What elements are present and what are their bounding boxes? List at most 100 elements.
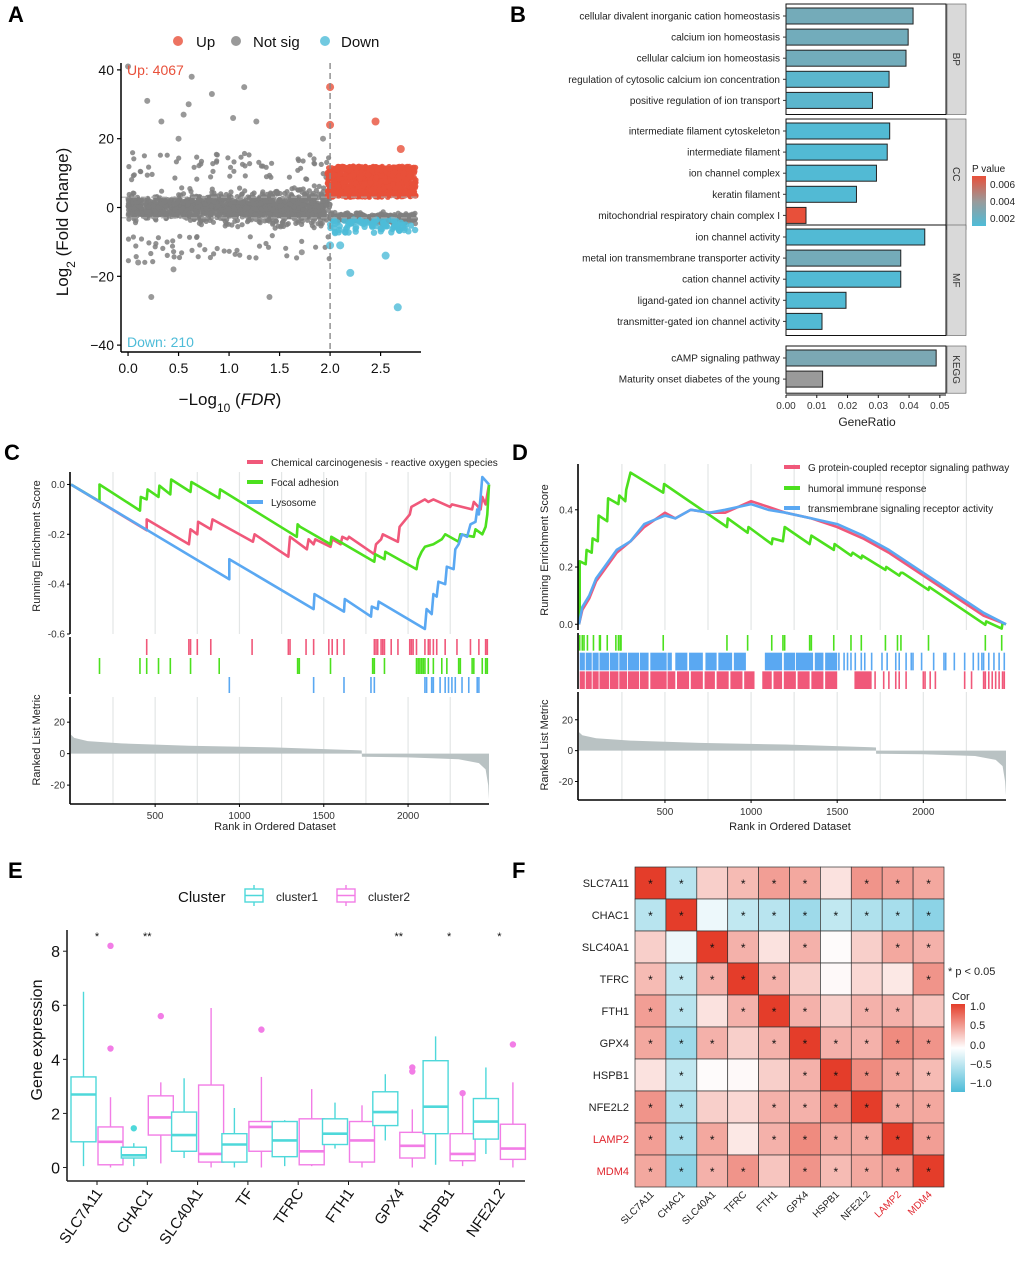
hit-block (609, 652, 619, 671)
x-tick-label: 0.0 (118, 360, 138, 376)
heatmap-cell (634, 1154, 667, 1188)
point-down (411, 226, 419, 234)
point-notsig (365, 214, 371, 220)
outlier-point-ns (148, 293, 155, 300)
point-notsig (194, 176, 200, 182)
point-notsig (256, 159, 262, 165)
hit-block (639, 671, 649, 689)
row-label: GPX4 (600, 1038, 629, 1050)
point-notsig (235, 224, 241, 230)
heatmap-cell (850, 1122, 883, 1156)
hit-block (797, 671, 810, 689)
b-legend-label-1: 0.004 (990, 197, 1015, 208)
outlier-point-ns (320, 135, 327, 142)
point-notsig (311, 156, 317, 162)
box-cluster1 (472, 1097, 500, 1140)
heatmap-cell (881, 962, 914, 996)
box-cluster2 (147, 1095, 175, 1136)
point-notsig (197, 242, 203, 248)
c-x-axis-title: Rank in Ordered Dataset (214, 821, 336, 833)
e-legend-key-cluster2 (336, 885, 356, 906)
point-notsig (211, 199, 217, 205)
heatmap-cell (696, 1154, 729, 1188)
point-notsig (228, 189, 234, 195)
point-notsig (274, 209, 280, 215)
col-label: LAMP2 (873, 1189, 904, 1220)
col-label: SLC40A1 (680, 1189, 718, 1227)
heatmap-cell (727, 1058, 759, 1092)
heatmap-cell (665, 1122, 698, 1156)
point-up (336, 176, 342, 182)
bar (785, 122, 891, 140)
x-tick-label: 0.01 (807, 401, 827, 412)
heatmap-cell (727, 1154, 759, 1188)
heatmap-cell (912, 1058, 945, 1092)
point-notsig (179, 250, 185, 256)
point-notsig (301, 212, 307, 218)
point-up (403, 176, 410, 183)
f-colorbar (951, 1004, 965, 1092)
box-cluster1 (372, 1091, 399, 1127)
x-tick-label: 500 (147, 811, 164, 822)
bar (785, 291, 847, 309)
point-up (413, 177, 419, 183)
point-notsig (163, 210, 169, 216)
point-notsig (126, 164, 132, 170)
point-notsig (260, 163, 266, 169)
hit-block (690, 671, 703, 689)
point-down (407, 222, 415, 229)
point-notsig (129, 177, 135, 183)
heatmap-cell (850, 1154, 883, 1188)
point-notsig (328, 211, 334, 217)
significance-star: * (710, 941, 715, 955)
heatmap-cell (850, 866, 883, 900)
hit-block (627, 671, 640, 689)
point-notsig (242, 188, 248, 194)
point-up (359, 164, 365, 170)
point-notsig (125, 236, 132, 242)
y-tick-label: -0.6 (48, 630, 66, 641)
y-axis-title-rest: (Fold Change) (53, 148, 72, 261)
point-notsig (181, 200, 187, 206)
hit-block (650, 671, 667, 689)
bar (785, 206, 807, 224)
point-notsig (283, 245, 289, 251)
heatmap-cell (665, 930, 698, 964)
point-notsig (277, 212, 283, 218)
point-up (386, 166, 393, 172)
significance-star: * (648, 1133, 653, 1147)
point-up (395, 181, 402, 188)
heatmap-cell (634, 962, 667, 996)
x-axis-title-sub: 10 (217, 401, 231, 415)
d-metric-axis-title: Ranked List Metric (539, 699, 551, 791)
x-tick-label: 2000 (397, 811, 420, 822)
point-down (370, 229, 378, 236)
point-notsig (164, 239, 170, 245)
point-notsig (227, 164, 234, 170)
point-notsig (234, 217, 241, 224)
heatmap-cell (758, 994, 790, 1028)
point-notsig (313, 208, 319, 214)
point-up (365, 172, 371, 178)
heatmap-cell (634, 898, 667, 932)
point-notsig (407, 214, 413, 220)
c-legend: Chemical carcinogenesis - reactive oxyge… (247, 458, 498, 509)
es-line-1 (577, 471, 1007, 630)
point-notsig (150, 259, 156, 265)
outlier-point-ns (298, 249, 305, 256)
row-label: MDM4 (597, 1166, 629, 1178)
es-line-1 (70, 478, 491, 571)
c-legend-swatch-1 (247, 480, 263, 484)
term-label: intermediate filament (687, 148, 780, 159)
point-notsig (319, 195, 325, 201)
hit-block (811, 671, 824, 689)
point-down (377, 225, 384, 233)
significance-star: * (679, 1101, 684, 1115)
significance-star: * (926, 1101, 931, 1115)
hit-block (773, 671, 783, 689)
facet-strip-label: MF (950, 273, 961, 287)
col-label: FTH1 (755, 1189, 781, 1215)
significance-star: * (926, 1165, 931, 1179)
x-axis-title-italic: FDR (241, 390, 276, 409)
point-up (400, 170, 407, 176)
